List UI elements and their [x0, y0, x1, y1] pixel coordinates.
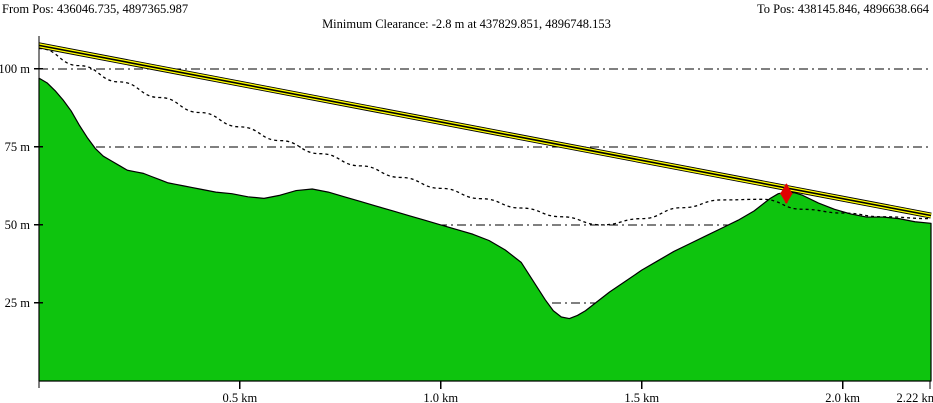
profile-chart-svg: 25 m 50 m 75 m 100 m 0.5 km 1.0 km 1.5 km 2.0 …	[0, 36, 933, 403]
earth-curvature-line	[38, 47, 932, 226]
x-axis-labels: 0.5 km 1.0 km 1.5 km 2.0 km 2.22 km	[223, 391, 933, 403]
terrain-area	[38, 77, 932, 382]
x-tick-label: 2.0 km	[825, 391, 860, 403]
y-tick-label: 25 m	[5, 296, 31, 310]
y-tick-label: 100 m	[0, 62, 30, 76]
line-of-sight	[38, 42, 932, 219]
y-axis-labels: 25 m 50 m 75 m 100 m	[0, 62, 30, 310]
obstruction-marker	[779, 183, 793, 205]
y-tick-label: 50 m	[5, 218, 31, 232]
from-position-label: From Pos: 436046.735, 4897365.987	[2, 2, 189, 16]
chart-axes	[34, 36, 931, 389]
x-tick-label: 2.22 km	[897, 391, 933, 403]
x-tick-label: 1.5 km	[624, 391, 659, 403]
profile-chart: 25 m 50 m 75 m 100 m 0.5 km 1.0 km 1.5 km 2.0 …	[0, 34, 933, 403]
y-tick-label: 75 m	[5, 140, 31, 154]
to-position-label: To Pos: 438145.846, 4896638.664	[756, 2, 929, 16]
minimum-clearance-title: Minimum Clearance: -2.8 m at 437829.851,…	[322, 17, 611, 31]
x-tick-label: 0.5 km	[223, 391, 258, 403]
x-tick-label: 1.0 km	[423, 391, 458, 403]
